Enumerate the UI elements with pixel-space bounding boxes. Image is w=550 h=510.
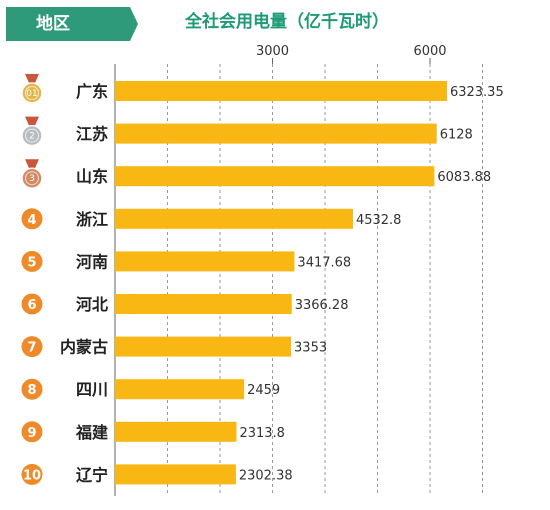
rank-label: 7 [27,341,36,356]
region-header-background [6,7,138,41]
x-tick-label: 6000 [413,44,446,59]
bar [115,81,447,101]
bar [115,123,437,144]
value-label: 2313.8 [239,426,284,441]
category-label: 四川 [76,380,108,399]
value-label: 6323.35 [450,85,504,100]
category-label: 辽宁 [76,465,108,484]
bar [115,421,237,442]
value-label: 3417.68 [297,255,351,270]
category-label: 河南 [76,252,108,271]
rank-label: 9 [27,426,36,441]
category-label: 江苏 [76,125,108,144]
value-label: 4532.8 [356,213,402,228]
bar [115,251,295,272]
bar [115,336,292,357]
rank-label: 4 [27,213,36,228]
value-label: 6128 [440,128,473,143]
value-label: 2459 [247,383,280,398]
value-label: 2302.38 [239,468,293,483]
x-tick-label: 3000 [256,44,289,59]
bar [115,464,236,485]
rank-badge-icon [21,463,43,485]
rank-badge-icon [21,250,43,272]
medal-ribbon-icon [25,116,39,128]
medal-icon [21,124,43,147]
rank-label: 10 [23,468,41,483]
category-label: 山东 [76,167,108,186]
medal-icon [21,82,43,104]
rank-label: 2 [29,132,35,142]
rank-label: 01 [26,89,37,99]
rank-label: 5 [27,255,36,270]
rank-badge-icon [21,293,43,315]
rank-label: 6 [27,298,36,313]
value-label: 3353 [294,341,327,356]
value-label: 6083.88 [437,170,491,185]
rank-label: 8 [27,383,36,398]
medal-icon [21,167,43,189]
rank-badge-icon [21,378,43,400]
bar [115,166,435,187]
medal-inner-ring-icon [25,128,39,143]
category-label: 河北 [76,295,108,314]
rank-label: 3 [29,174,35,184]
rank-badge-icon [21,421,43,443]
bar [115,379,245,400]
category-label: 内蒙古 [60,338,108,357]
bars-layer [115,81,447,485]
medal-ribbon-icon [25,159,39,171]
medal-ribbon-icon [25,74,39,85]
rank-badge-icon [21,336,43,358]
medal-inner-ring-icon [25,171,39,186]
category-label: 福建 [75,423,108,442]
rank-badge-icon [21,208,43,230]
category-label: 浙江 [76,210,108,229]
value-label: 3366.28 [295,298,349,313]
region-header-label: 地区 [36,14,70,34]
category-label: 广东 [76,82,108,101]
medal-inner-ring-icon [25,86,39,100]
labels-layer: 3000 6000 6323.35 广东 01 6128 江苏 2 6083.88 山东 3 4532… [21,44,504,485]
chart-title: 全社会用电量（亿千瓦时） [185,12,389,32]
bar [115,208,353,229]
bar [115,294,292,314]
